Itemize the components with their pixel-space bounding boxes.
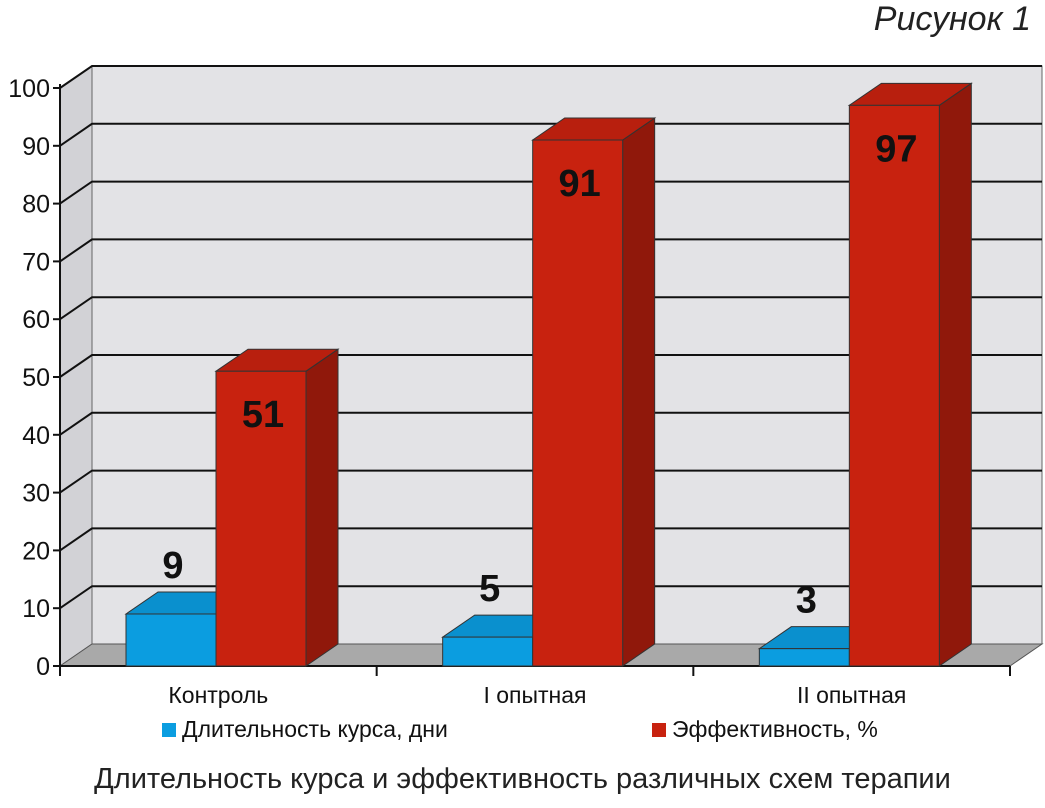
bar — [758, 648, 850, 667]
data-label: 51 — [242, 394, 284, 436]
y-tick-label: 10 — [22, 595, 50, 623]
gridline — [59, 527, 1042, 552]
gridline — [59, 238, 1042, 263]
gridline — [59, 469, 1042, 494]
y-tick-label: 30 — [22, 480, 50, 508]
data-label: 91 — [559, 163, 601, 205]
y-tick-label: 70 — [22, 248, 50, 276]
y-tick-label: 0 — [36, 653, 50, 681]
x-tick-label: II опытная — [797, 682, 906, 708]
gridline — [59, 411, 1042, 436]
legend-item-series-2: Эффективность, % — [652, 716, 878, 743]
y-tick-label: 50 — [22, 364, 50, 392]
bar-chart: 0 10 20 30 40 50 60 70 80 90 100 Контроль 9 51 I опытн… — [8, 65, 1044, 708]
bar — [848, 104, 940, 667]
legend-item-series-1: Длительность курса, дни — [162, 716, 448, 743]
y-tick-label: 40 — [22, 422, 50, 450]
x-tick-label: I опытная — [483, 682, 586, 708]
bar — [215, 370, 307, 667]
gridline — [59, 585, 1042, 610]
gridline — [59, 180, 1042, 205]
gridline — [59, 354, 1042, 378]
bar — [125, 613, 217, 667]
bar — [532, 139, 624, 667]
figure-label: Рисунок 1 — [873, 0, 1031, 38]
gridline — [59, 122, 1042, 147]
bar-side — [622, 117, 656, 667]
y-tick-label: 60 — [22, 306, 50, 334]
data-label: 5 — [479, 568, 500, 610]
legend-swatch-series-1 — [162, 722, 176, 737]
y-tick-label: 80 — [22, 191, 50, 219]
legend-swatch-series-2 — [652, 722, 666, 737]
bar — [442, 636, 534, 667]
data-label: 97 — [875, 128, 917, 170]
y-tick-label: 20 — [22, 537, 50, 565]
data-label: 9 — [162, 545, 183, 587]
chart-caption: Длительность курса и эффективность разли… — [94, 763, 951, 795]
legend-label-series-1: Длительность курса, дни — [182, 716, 448, 742]
gridline — [59, 296, 1042, 321]
gridline — [59, 65, 1042, 89]
y-tick-label: 100 — [8, 75, 50, 103]
x-tick-label: Контроль — [168, 682, 268, 708]
bar-side — [938, 82, 972, 667]
y-tick-label: 90 — [22, 133, 50, 161]
legend-label-series-2: Эффективность, % — [672, 716, 878, 742]
bar-side — [305, 348, 339, 667]
data-label: 3 — [796, 580, 817, 622]
